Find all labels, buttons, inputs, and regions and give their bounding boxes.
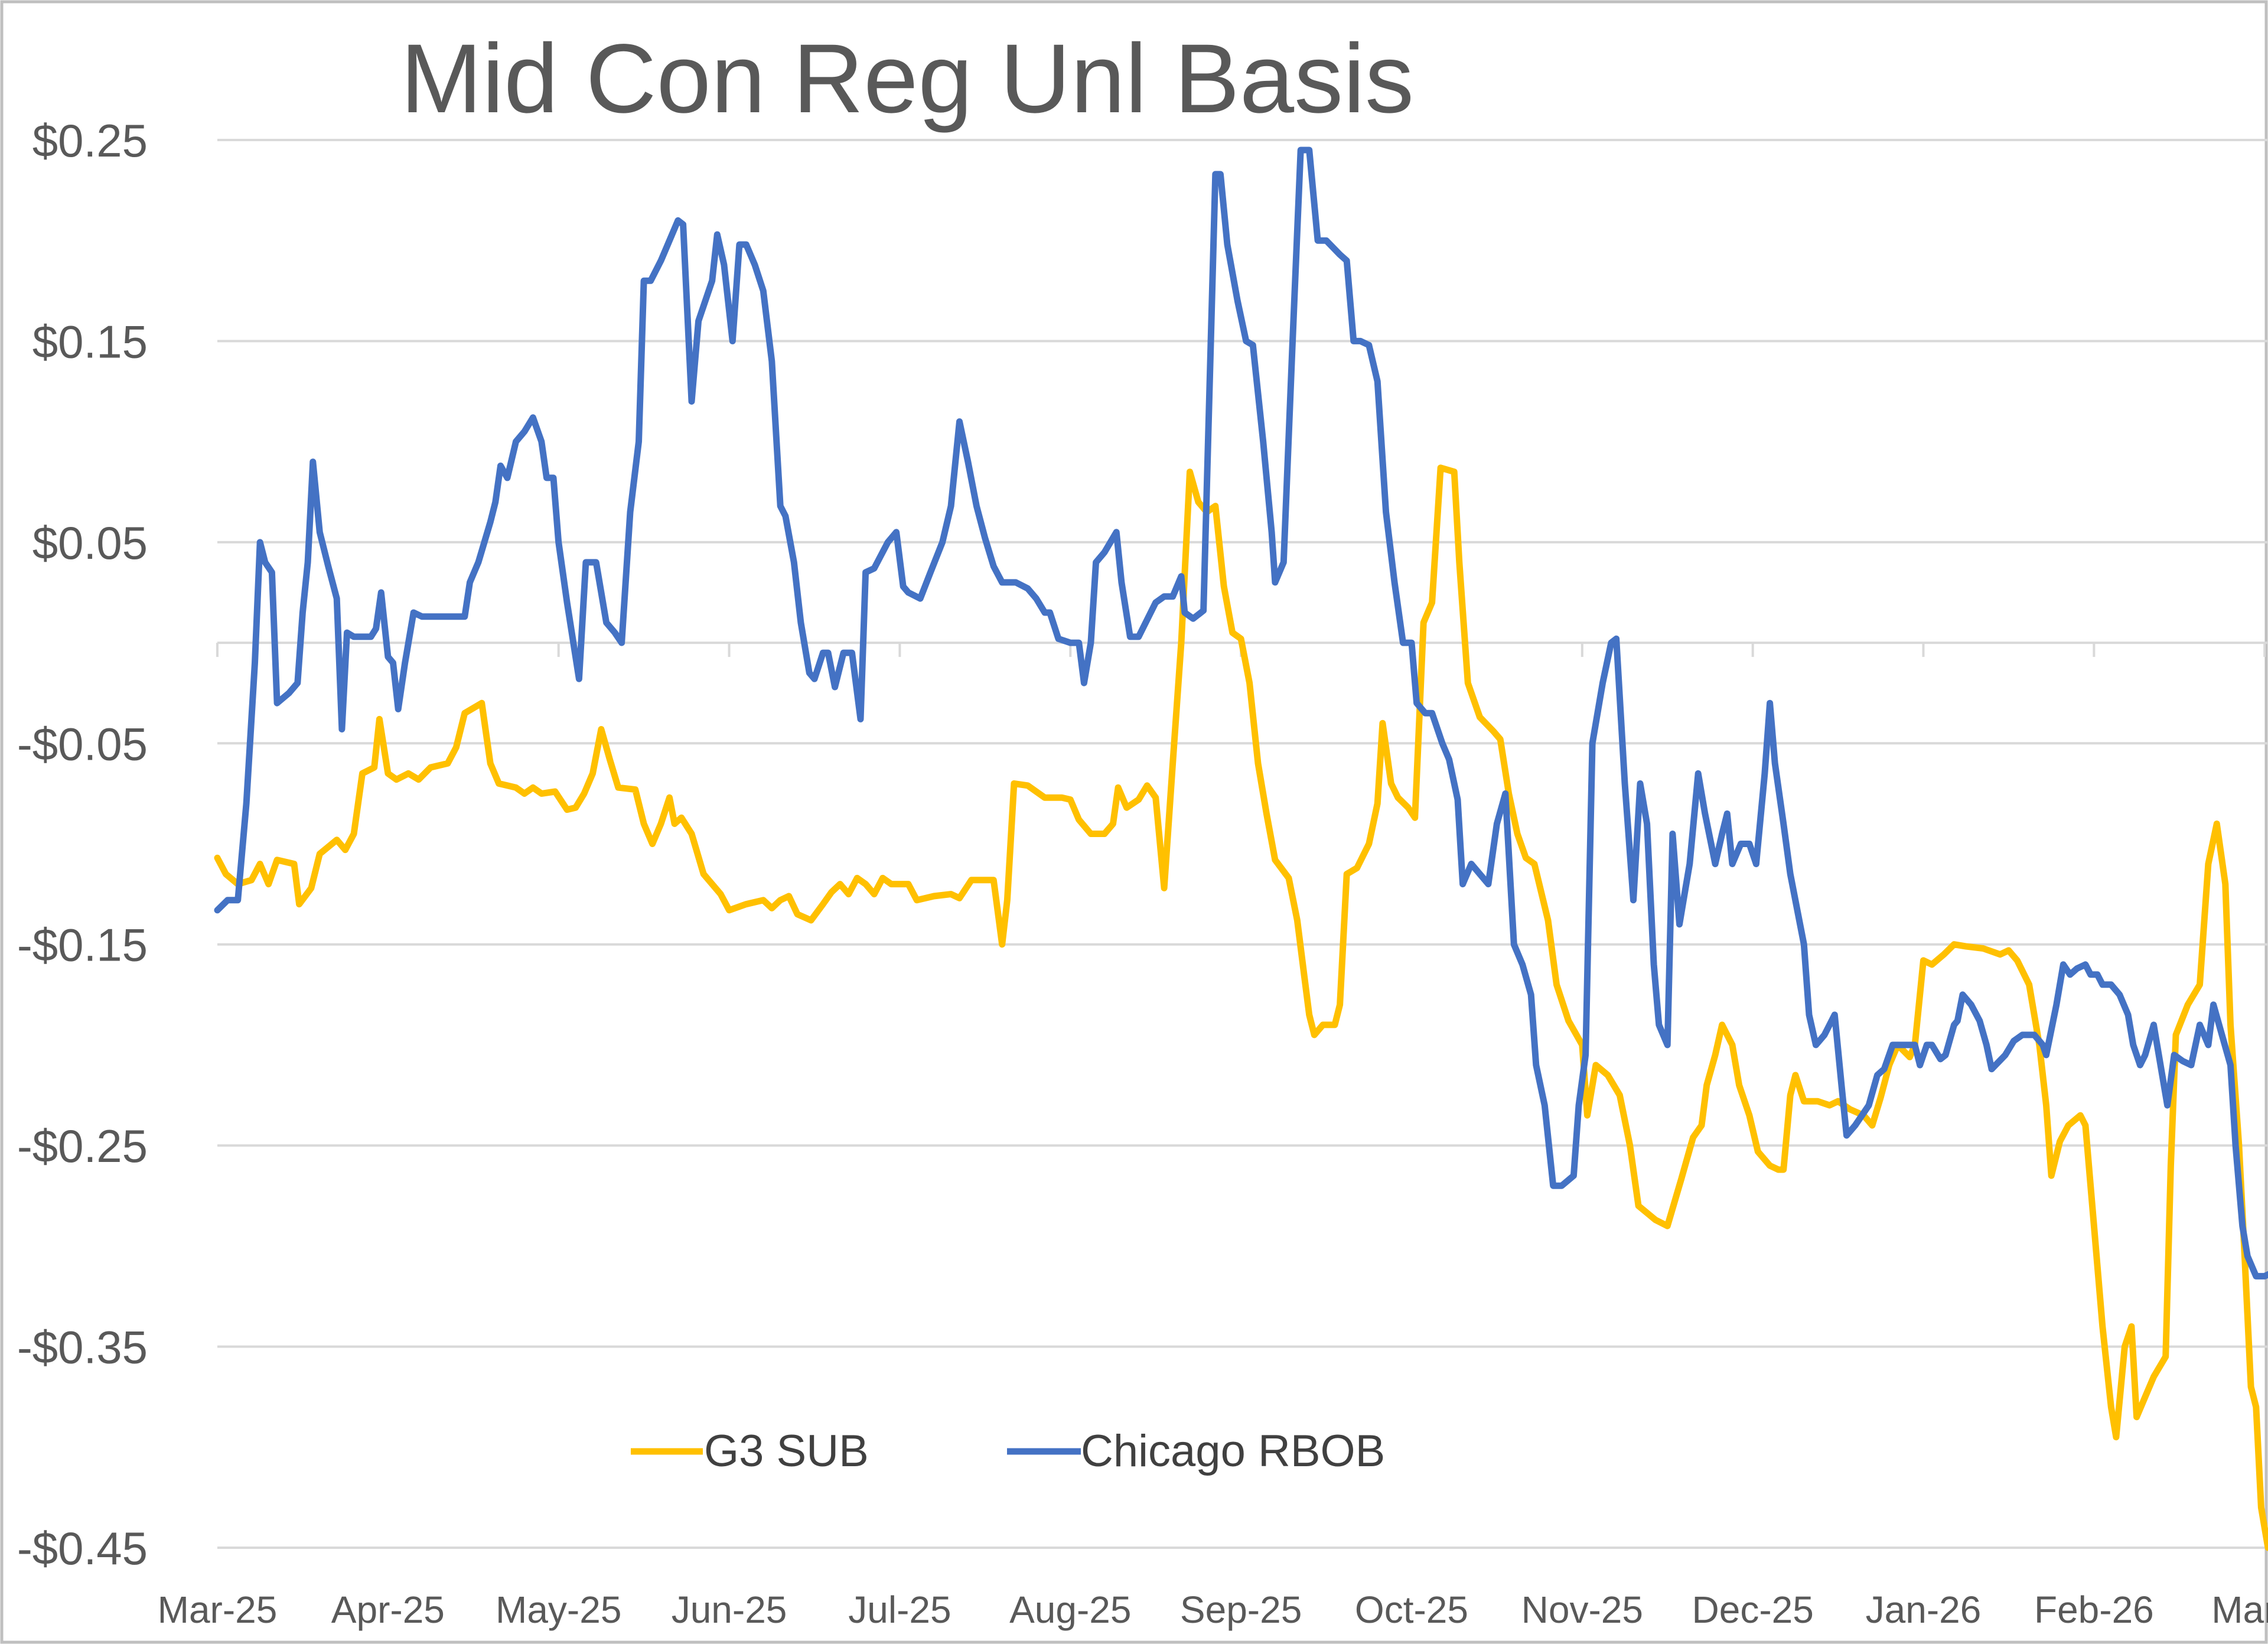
y-tick-label: -$0.45 bbox=[17, 1522, 148, 1574]
y-axis-labels: $0.25 $0.15 $0.05 -$0.05 -$0.15 -$0.25 -$0.35 -… bbox=[17, 115, 148, 1574]
y-tick-label: -$0.15 bbox=[17, 919, 148, 971]
legend: G3 SUB Chicago RBOB bbox=[631, 1426, 1385, 1476]
x-tick-label: Jan-26 bbox=[1866, 1588, 1982, 1631]
x-axis-labels: Mar-25 Apr-25 May-25 Jun-25 Jul-25 Aug-25 Sep-… bbox=[158, 1588, 2268, 1631]
y-tick-label: -$0.25 bbox=[17, 1120, 148, 1172]
x-tick-label: Aug-25 bbox=[1009, 1588, 1131, 1631]
series-line-chicago-rbob bbox=[214, 147, 2268, 1280]
x-tick-label: Apr-25 bbox=[331, 1588, 445, 1631]
x-tick-label: Jul-25 bbox=[848, 1588, 951, 1631]
x-tick-label: Jun-25 bbox=[672, 1588, 787, 1631]
y-tick-label: $0.15 bbox=[32, 315, 148, 367]
y-tick-label: -$0.35 bbox=[17, 1321, 148, 1373]
x-tick-label: Oct-25 bbox=[1355, 1588, 1468, 1631]
x-tick-label: Feb-26 bbox=[2034, 1588, 2154, 1631]
series-line-g3-sub bbox=[214, 464, 2268, 1551]
x-tick-label: May-25 bbox=[496, 1588, 621, 1631]
y-tick-label: $0.25 bbox=[32, 115, 148, 167]
x-tick-label: Nov-25 bbox=[1521, 1588, 1643, 1631]
legend-label-g3-sub: G3 SUB bbox=[704, 1426, 869, 1476]
x-tick-label: Mar-25 bbox=[158, 1588, 278, 1631]
y-tick-label: -$0.05 bbox=[17, 718, 148, 770]
y-tick-label: $0.05 bbox=[32, 517, 148, 569]
x-tick-label: Dec-25 bbox=[1692, 1588, 1814, 1631]
series-lines bbox=[214, 147, 2268, 1551]
chart-title: Mid Con Reg Unl Basis bbox=[400, 24, 1414, 134]
x-tick-label: Mar bbox=[2211, 1588, 2268, 1631]
legend-label-chicago-rbob: Chicago RBOB bbox=[1081, 1426, 1385, 1476]
gridlines bbox=[217, 139, 2268, 1549]
x-tick-label: Sep-25 bbox=[1180, 1588, 1302, 1631]
